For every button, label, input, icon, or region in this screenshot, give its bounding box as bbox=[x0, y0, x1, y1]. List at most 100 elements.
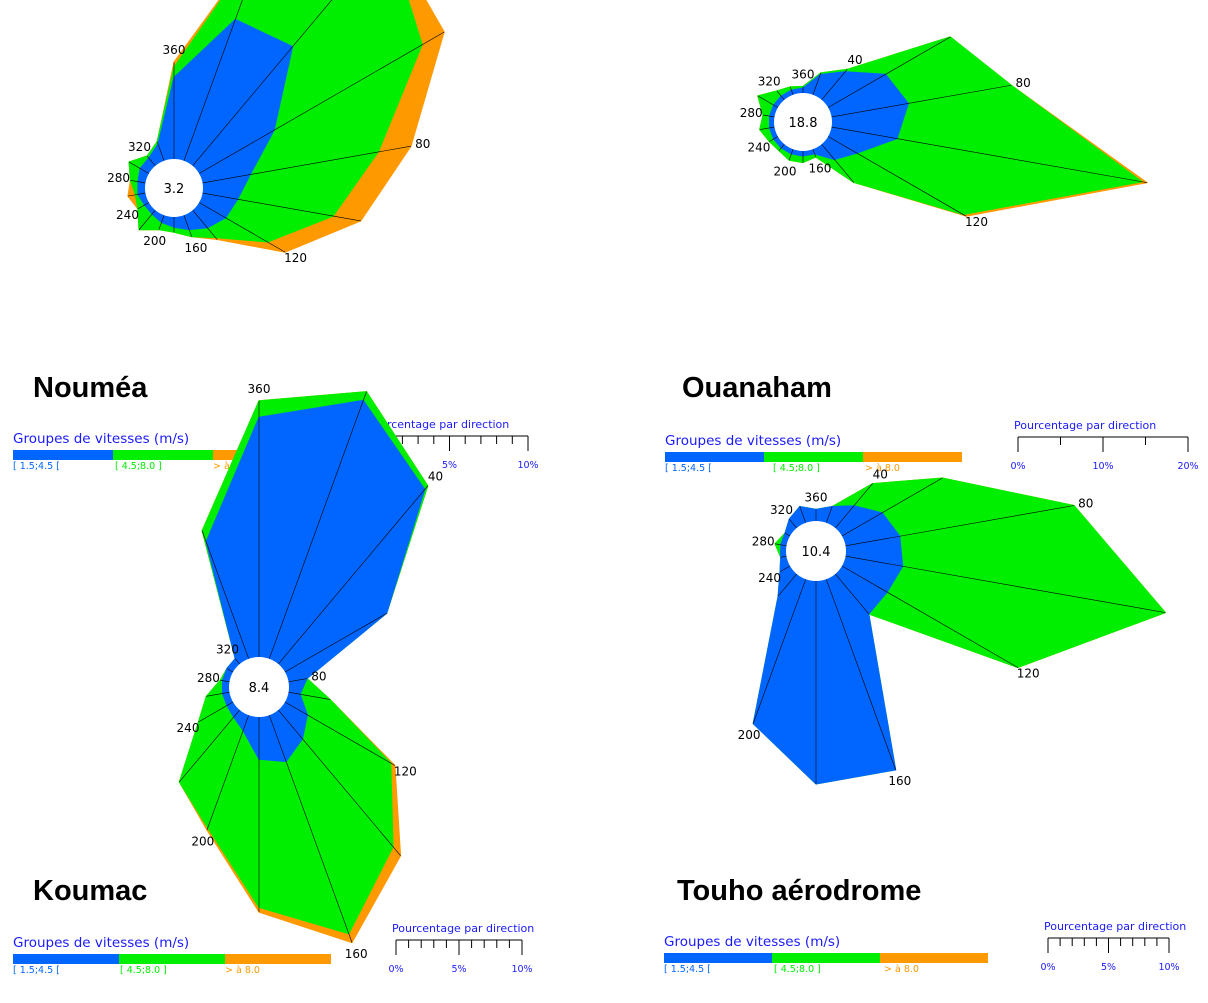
legend-swatch bbox=[863, 452, 962, 462]
rose-spoke bbox=[206, 691, 230, 697]
rose-spoke bbox=[776, 90, 785, 100]
scale-label: 10% bbox=[517, 460, 539, 471]
direction-label: 160 bbox=[184, 241, 207, 255]
rose-spoke bbox=[752, 579, 807, 724]
rose-spoke bbox=[841, 477, 943, 537]
calm-value: 18.8 bbox=[789, 116, 818, 131]
rose-spoke bbox=[831, 84, 1012, 118]
scale-ruler bbox=[1047, 937, 1170, 953]
rose-spoke bbox=[821, 69, 848, 100]
windrose-panel-noumea: 3.24080120160200240280320360 Nouméa Grou… bbox=[0, 0, 604, 472]
rose-spoke bbox=[183, 0, 243, 161]
direction-label: 240 bbox=[747, 141, 770, 155]
legend-label: [ 1.5;4.5 [ bbox=[13, 965, 60, 976]
rose-spoke bbox=[278, 485, 429, 665]
calm-value: 10.4 bbox=[802, 545, 831, 560]
direction-label: 80 bbox=[1078, 496, 1093, 510]
calm-circle bbox=[229, 657, 289, 717]
rose-spoke bbox=[778, 144, 785, 151]
direction-label: 80 bbox=[415, 137, 430, 151]
rose-spoke bbox=[198, 31, 445, 174]
legend-label: [ 4.5;8.0 ] bbox=[774, 964, 821, 975]
direction-label: 360 bbox=[792, 67, 815, 81]
rose-spoke bbox=[226, 668, 234, 673]
rose-spoke bbox=[158, 215, 165, 230]
legend-label: [ 4.5;8.0 ] bbox=[120, 965, 167, 976]
rose-spoke bbox=[206, 715, 250, 831]
scale-label: 10% bbox=[1158, 962, 1180, 973]
rose-spoke bbox=[825, 506, 833, 523]
direction-label: 360 bbox=[163, 43, 186, 57]
legend-title: Groupes de vitesses (m/s) bbox=[13, 935, 190, 951]
direction-label: 360 bbox=[805, 490, 828, 504]
rose-spoke bbox=[789, 86, 794, 95]
rose-spoke bbox=[138, 210, 156, 230]
rose-spoke bbox=[821, 144, 854, 183]
legend-title: Groupes de vitesses (m/s) bbox=[665, 433, 842, 449]
direction-label: 120 bbox=[1017, 667, 1040, 681]
rose-spoke bbox=[784, 532, 791, 537]
rose-spoke bbox=[762, 114, 775, 118]
scale-label: 5% bbox=[1100, 962, 1117, 973]
calm-circle bbox=[145, 159, 203, 217]
scale-label: 10% bbox=[1092, 461, 1114, 472]
legend-swatch bbox=[772, 953, 880, 963]
legend-label: > à 8.0 bbox=[884, 964, 919, 975]
direction-label: 80 bbox=[311, 669, 326, 683]
rose-spoke bbox=[179, 709, 240, 783]
direction-label: 200 bbox=[738, 728, 761, 742]
station-name-noumea: Nouméa bbox=[33, 372, 148, 404]
windrose-panel-koumac: 8.4 40 80 120 160 200 240 280 320 360 Koumac Grou… bbox=[0, 382, 604, 1003]
rose-spoke bbox=[799, 506, 807, 523]
rose-spoke bbox=[812, 72, 822, 95]
legend-swatch bbox=[764, 452, 863, 462]
legend-swatch bbox=[119, 954, 225, 964]
rose-spoke bbox=[198, 701, 234, 723]
direction-label: 280 bbox=[752, 535, 775, 549]
legend-label: [ 1.5;4.5 [ bbox=[13, 461, 60, 472]
legend-swatch bbox=[664, 953, 772, 963]
rose-spoke bbox=[845, 555, 1166, 613]
rose-spoke bbox=[130, 180, 146, 184]
scale-title: Pourcentage par direction bbox=[367, 418, 510, 431]
windrose-chart-ouanaham: 18.8 40 80 120 160 200 240 280 320 360 bbox=[740, 36, 1148, 229]
rose-spoke bbox=[827, 36, 951, 108]
scale-ruler bbox=[1017, 436, 1189, 452]
rose-spoke bbox=[774, 543, 787, 547]
scale-label: 5% bbox=[441, 460, 458, 471]
rose-spoke bbox=[220, 679, 230, 683]
scale-title: Pourcentage par direction bbox=[392, 922, 535, 935]
scale-title: Pourcentage par direction bbox=[1044, 920, 1187, 933]
rose-spoke bbox=[827, 136, 967, 217]
rose-spoke bbox=[777, 573, 797, 597]
windrose-chart-koumac: 8.4 40 80 120 160 200 240 280 320 360 bbox=[177, 382, 444, 961]
rose-spoke bbox=[128, 161, 150, 174]
station-name-ouanaham: Ouanaham bbox=[682, 372, 832, 404]
scale-title: Pourcentage par direction bbox=[1014, 419, 1157, 432]
legend-label: [ 1.5;4.5 [ bbox=[665, 463, 712, 474]
scale-label: 10% bbox=[511, 964, 533, 975]
station-name-touho: Touho aérodrome bbox=[677, 875, 922, 907]
calm-value: 3.2 bbox=[164, 182, 185, 197]
legend-label: [ 4.5;8.0 ] bbox=[115, 461, 162, 472]
legend-title: Groupes de vitesses (m/s) bbox=[13, 431, 190, 447]
rose-spoke bbox=[757, 95, 779, 108]
rose-spoke bbox=[835, 483, 873, 529]
rose-spoke bbox=[288, 678, 308, 683]
scale-label: 20% bbox=[1177, 461, 1199, 472]
rose-spoke bbox=[288, 691, 331, 700]
rose-spoke bbox=[780, 555, 787, 558]
legend-label: [ 1.5;4.5 [ bbox=[664, 964, 711, 975]
legend-title: Groupes de vitesses (m/s) bbox=[664, 934, 841, 950]
direction-label: 120 bbox=[965, 215, 988, 229]
rose-spoke bbox=[284, 612, 387, 673]
rose-spoke bbox=[137, 202, 150, 210]
calm-value: 8.4 bbox=[249, 681, 270, 696]
direction-label: 320 bbox=[758, 75, 781, 89]
calm-circle bbox=[774, 93, 832, 151]
legend-label: > à 8.0 bbox=[225, 965, 260, 976]
legend-swatch bbox=[113, 450, 213, 460]
scale-ruler bbox=[395, 939, 523, 955]
rose-spoke bbox=[284, 701, 396, 766]
direction-label: 240 bbox=[116, 208, 139, 222]
